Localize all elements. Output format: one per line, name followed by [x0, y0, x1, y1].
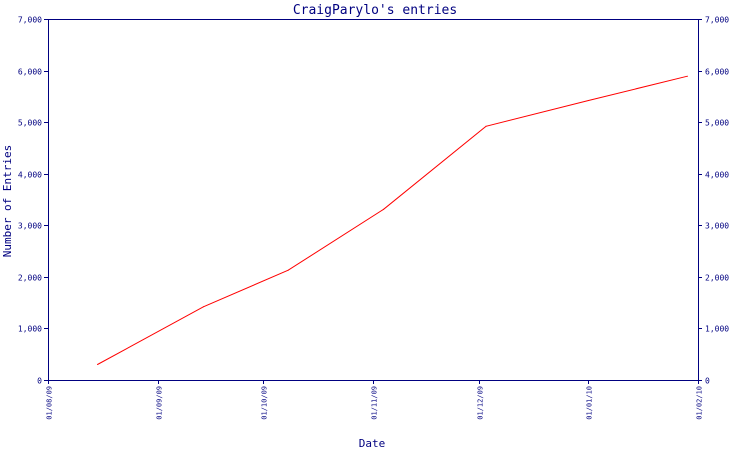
y-tick-label-left: 5,000: [18, 119, 42, 128]
x-axis-title: Date: [359, 437, 386, 450]
y-tick-label-right: 6,000: [705, 68, 729, 77]
data-point: [383, 208, 385, 210]
x-tick-label: 01/01/10: [586, 386, 594, 420]
y-tick-label-left: 2,000: [18, 274, 42, 283]
y-tick-label-left: 0: [37, 377, 42, 386]
y-tick-label-right: 3,000: [705, 222, 729, 231]
plot-frame: [48, 19, 699, 381]
x-tick-label: 01/08/09: [46, 386, 54, 420]
data-point: [202, 306, 204, 308]
y-tick-label-right: 4,000: [705, 171, 729, 180]
y-tick-label-left: 6,000: [18, 68, 42, 77]
chart-title: CraigParylo's entries: [293, 3, 457, 18]
x-tick-label: 01/12/09: [477, 386, 485, 420]
data-point: [686, 75, 688, 77]
plot-area: 0 0 1,000 1,000 2,000 2,000 3,000 3,000 4,000 4,0…: [18, 16, 729, 420]
y-tick-label-right: 5,000: [705, 119, 729, 128]
x-tick-label: 01/02/10: [696, 386, 704, 420]
data-point: [287, 269, 289, 271]
data-point: [588, 100, 589, 101]
y-tick-label-left: 1,000: [18, 325, 42, 334]
y-tick-label-right: 2,000: [705, 274, 729, 283]
y-tick-label-left: 4,000: [18, 171, 42, 180]
x-tick-label: 01/09/09: [156, 386, 164, 420]
y-tick-label-right: 7,000: [705, 16, 729, 25]
y-axis-title: Number of Entries: [1, 145, 14, 258]
y-tick-label-right: 0: [705, 377, 710, 386]
data-point: [485, 125, 487, 127]
entries-line: [97, 75, 688, 365]
data-point: [97, 364, 98, 365]
y-tick-label-left: 7,000: [18, 16, 42, 25]
x-tick-label: 01/10/09: [261, 386, 269, 420]
y-tick-label-left: 3,000: [18, 222, 42, 231]
x-tick-label: 01/11/09: [371, 386, 379, 420]
y-tick-label-right: 1,000: [705, 325, 729, 334]
